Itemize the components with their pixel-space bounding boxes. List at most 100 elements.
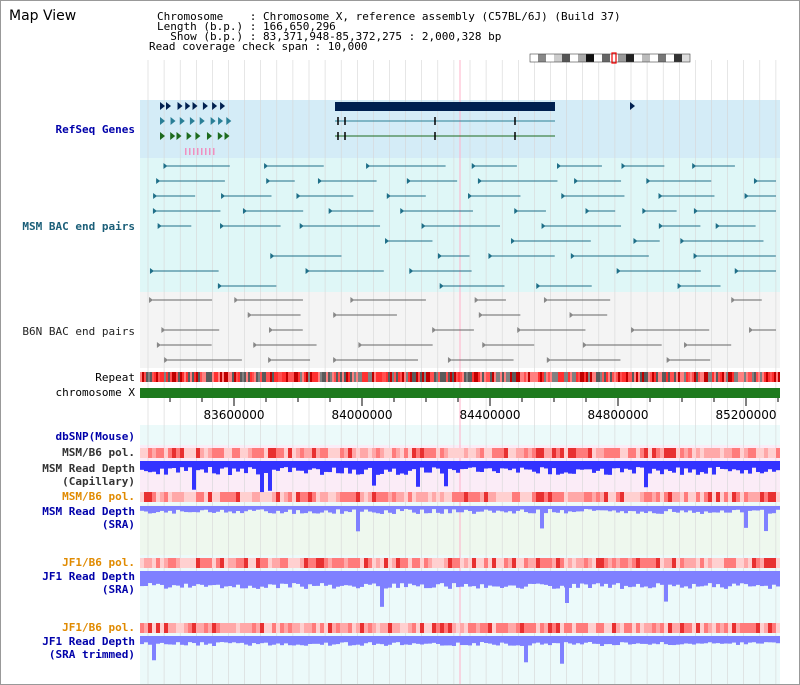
pol-heat-cell	[224, 558, 228, 568]
repeat-segment	[302, 372, 304, 382]
label-msm-b6-pol-2: MSM/B6 pol.	[62, 490, 135, 503]
msm-bac-end	[646, 178, 651, 184]
pol-heat-cell	[632, 558, 636, 568]
repeat-segment	[230, 372, 232, 382]
depth-bar	[492, 636, 496, 645]
pol-heat-cell	[372, 558, 376, 568]
pol-heat-cell	[160, 448, 164, 458]
pol-heat-cell	[288, 492, 292, 502]
depth-bar	[224, 461, 228, 468]
depth-bar	[144, 571, 148, 586]
depth-bar	[288, 506, 292, 510]
repeat-segment	[424, 372, 426, 382]
depth-bar	[208, 506, 212, 513]
depth-bar	[696, 571, 700, 587]
depth-bar	[720, 571, 724, 588]
repeat-segment	[756, 372, 758, 382]
pol-heat-cell	[352, 492, 356, 502]
genome-track-panel[interactable]: 83600000 84000000 84400000 84800000 85200000	[140, 0, 780, 685]
repeat-segment	[716, 372, 718, 382]
pol-heat-cell	[192, 558, 196, 568]
repeat-segment	[524, 372, 526, 382]
pol-heat-cell	[436, 623, 440, 633]
msm-bac-end	[439, 283, 444, 289]
label-refseq-genes[interactable]: RefSeq Genes	[55, 123, 135, 136]
pol-heat-cell	[528, 558, 532, 568]
depth-bar	[428, 636, 432, 644]
depth-bar	[228, 571, 232, 587]
repeat-segment	[214, 372, 216, 382]
pol-heat-cell	[212, 492, 216, 502]
pol-heat-cell	[436, 448, 440, 458]
pol-heat-cell	[768, 448, 772, 458]
repeat-segment	[436, 372, 438, 382]
axis-tick-label: 84000000	[331, 408, 392, 422]
label-dbsnp[interactable]: dbSNP(Mouse)	[55, 430, 135, 443]
repeat-segment	[198, 372, 200, 382]
pol-heat-cell	[472, 492, 476, 502]
pol-heat-cell	[348, 492, 352, 502]
msm-bac-end	[570, 253, 575, 259]
ideogram-band	[570, 54, 578, 62]
pol-heat-cell	[220, 558, 224, 568]
depth-bar	[556, 461, 560, 475]
pol-heat-cell	[144, 492, 148, 502]
pol-heat-cell	[696, 492, 700, 502]
repeat-segment	[328, 372, 330, 382]
repeat-segment	[504, 372, 506, 382]
depth-bar	[732, 461, 736, 470]
depth-bar	[572, 506, 576, 513]
depth-bar	[608, 571, 612, 588]
pol-heat-cell	[328, 558, 332, 568]
depth-bar	[208, 571, 212, 586]
depth-bar	[508, 571, 512, 586]
pol-heat-cell	[412, 492, 416, 502]
repeat-segment	[494, 372, 496, 382]
pol-heat-cell	[356, 558, 360, 568]
repeat-segment	[660, 372, 662, 382]
label-b6n-bac[interactable]: B6N BAC end pairs	[22, 325, 135, 338]
depth-bar	[332, 506, 336, 514]
repeat-segment	[534, 372, 536, 382]
depth-bar	[280, 636, 284, 646]
depth-bar	[328, 506, 332, 513]
repeat-segment	[724, 372, 726, 382]
pol-heat-cell	[512, 558, 516, 568]
depth-bar	[164, 571, 168, 589]
pol-heat-cell	[148, 558, 152, 568]
pol-heat-cell	[636, 492, 640, 502]
pol-heat-cell	[256, 623, 260, 633]
pol-heat-cell	[396, 448, 400, 458]
depth-bar	[500, 571, 504, 588]
depth-bar	[212, 636, 216, 646]
depth-bar	[596, 571, 600, 584]
depth-bar	[312, 571, 316, 586]
msm-bac-end	[658, 193, 663, 199]
repeat-segment	[340, 372, 342, 382]
pol-heat-cell	[216, 623, 220, 633]
pol-heat-cell	[288, 558, 292, 568]
depth-bar	[236, 506, 240, 512]
gene-tick	[189, 148, 191, 155]
depth-bar	[164, 636, 168, 645]
b6n-bac-end	[164, 357, 169, 363]
msm-bac-end	[264, 163, 269, 169]
repeat-segment	[548, 372, 550, 382]
depth-bar	[140, 636, 144, 645]
pol-heat-cell	[476, 558, 480, 568]
label-msm-bac[interactable]: MSM BAC end pairs	[22, 220, 135, 233]
pol-heat-cell	[316, 448, 320, 458]
pol-heat-cell	[180, 492, 184, 502]
pol-heat-cell	[180, 448, 184, 458]
pol-heat-cell	[680, 623, 684, 633]
pol-heat-cell	[664, 448, 668, 458]
depth-bar	[488, 636, 492, 644]
depth-bar	[416, 461, 420, 487]
msm-bac-end	[693, 253, 698, 259]
pol-heat-cell	[508, 623, 512, 633]
depth-bar	[612, 571, 616, 585]
repeat-segment	[512, 372, 514, 382]
depth-bar	[656, 461, 660, 471]
pol-heat-cell	[528, 623, 532, 633]
repeat-segment	[636, 372, 638, 382]
